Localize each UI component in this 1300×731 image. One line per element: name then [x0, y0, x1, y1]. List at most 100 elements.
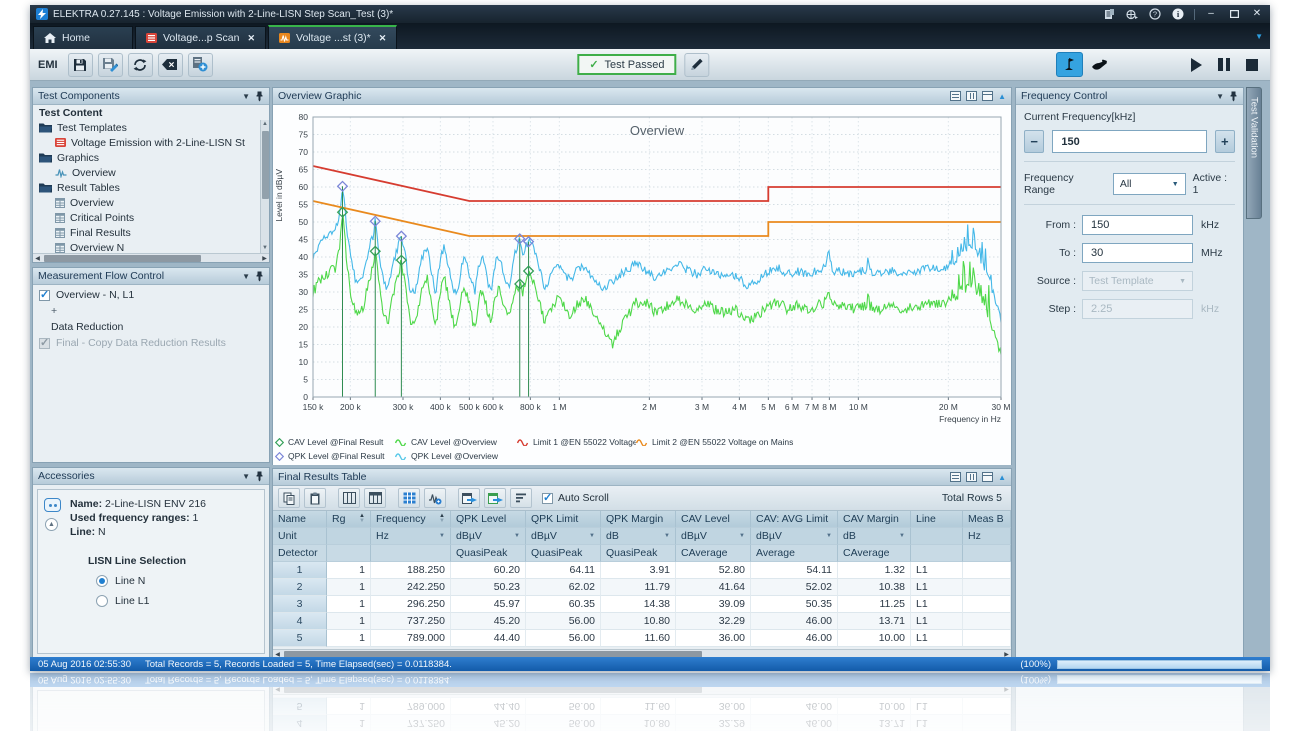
stop-button[interactable]: [1246, 58, 1258, 71]
pin-icon[interactable]: [255, 91, 264, 102]
refresh-button[interactable]: [127, 52, 153, 77]
tab-overflow-icon[interactable]: ▼: [1255, 32, 1263, 41]
table-row[interactable]: 3 1 296.250 45.97 60.35 14.38 39.09 50.35 11.25 L…: [273, 596, 1011, 613]
tree-item-overview[interactable]: Overview: [33, 165, 269, 180]
paste-icon[interactable]: [304, 488, 326, 508]
header-cell[interactable]: Frequency ▲ ▼: [371, 511, 451, 528]
add-report-button[interactable]: [187, 52, 213, 77]
header-cell[interactable]: Name: [273, 511, 327, 528]
tree-item-overview-n[interactable]: Overview N: [33, 240, 269, 253]
header-cell[interactable]: QPK Level: [451, 511, 526, 528]
header-cell[interactable]: CAV: AVG Limit: [751, 511, 838, 528]
header-cell[interactable]: CAV Margin: [838, 511, 911, 528]
pin-icon[interactable]: [1229, 91, 1238, 102]
table-horizontal-scrollbar[interactable]: ◀ ▶: [273, 649, 1011, 658]
manual-mode-button[interactable]: [1086, 52, 1113, 77]
table-row[interactable]: 4 1 737.250 45.20 56.00 10.80 32.29 46.00 13.71 L…: [273, 613, 1011, 630]
tab-test-active[interactable]: Voltage ...st (3)* ✕: [268, 25, 398, 49]
header-cell[interactable]: CAV Level: [676, 511, 751, 528]
header-cell[interactable]: QPK Margin: [601, 511, 676, 528]
collapse-panel-icon[interactable]: ▲: [998, 472, 1006, 482]
test-validation-tab[interactable]: Test Validation: [1246, 87, 1262, 219]
panel-menu-icon[interactable]: ▼: [242, 91, 250, 101]
tree-item-result-tables[interactable]: Result Tables: [33, 180, 269, 195]
overview-chart[interactable]: 0 5 10 15 20 25 30 35 40 45 50 55 60 65 70 75 80 150 k 200…: [273, 105, 1011, 435]
overview-checkbox[interactable]: [39, 288, 50, 301]
collapse-chevron-icon[interactable]: ▲: [45, 518, 58, 531]
radio-icon[interactable]: [96, 575, 108, 587]
edit-verdict-button[interactable]: [684, 52, 710, 77]
sort-icon[interactable]: [510, 488, 532, 508]
info-icon[interactable]: i: [1171, 8, 1185, 20]
tree-item-test-templates[interactable]: Test Templates: [33, 120, 269, 135]
panel-menu-icon[interactable]: ▼: [1216, 91, 1224, 101]
row-settings-icon[interactable]: [364, 488, 386, 508]
tree-item-graphics[interactable]: Graphics: [33, 150, 269, 165]
pin-icon[interactable]: [255, 271, 264, 282]
layout-window-icon[interactable]: [982, 91, 994, 101]
auto-scroll-checkbox[interactable]: [542, 491, 553, 504]
tab-home[interactable]: Home: [33, 26, 133, 49]
export-csv-icon[interactable]: [458, 488, 480, 508]
layout-rows-icon[interactable]: [950, 91, 962, 101]
tab-close-icon[interactable]: ✕: [247, 32, 256, 43]
header-cell[interactable]: Rg ▲ ▼: [327, 511, 371, 528]
maximize-button[interactable]: [1227, 8, 1241, 20]
vertical-scrollbar[interactable]: ▲ ▼: [260, 120, 269, 253]
save-as-button[interactable]: [97, 52, 123, 77]
table-icon: [55, 212, 65, 223]
collapse-panel-icon[interactable]: ▲: [998, 91, 1006, 101]
radio-icon[interactable]: [96, 595, 108, 607]
header-cell[interactable]: Line: [911, 511, 963, 528]
play-button[interactable]: [1191, 57, 1202, 72]
report-icon[interactable]: [1102, 8, 1116, 20]
layout-window-icon[interactable]: [982, 472, 994, 482]
clear-button[interactable]: ✕: [157, 52, 183, 77]
auto-scroll-toggle[interactable]: Auto Scroll: [542, 491, 609, 504]
table-row[interactable]: 5 1 789.000 44.40 56.00 11.60 36.00 46.00 10.00 L…: [273, 630, 1011, 647]
remote-connection-icon[interactable]: [1125, 8, 1139, 20]
current-frequency-input[interactable]: [1052, 130, 1207, 153]
flow-step-data-reduction[interactable]: Data Reduction: [33, 317, 269, 333]
tab-close-icon[interactable]: ✕: [378, 32, 387, 43]
tree-item-voltage-emission-with-2-line-l[interactable]: Voltage Emission with 2-Line-LISN St: [33, 135, 269, 150]
column-settings-icon[interactable]: [338, 488, 360, 508]
panel-menu-icon[interactable]: ▼: [242, 471, 250, 481]
table-row[interactable]: 2 1 242.250 50.23 62.02 11.79 41.64 52.02 10.38 L…: [273, 579, 1011, 596]
chart-area[interactable]: 0 5 10 15 20 25 30 35 40 45 50 55 60 65 70 75 80 150 k 200…: [273, 105, 1011, 435]
to-input[interactable]: [1082, 243, 1193, 263]
layout-columns-icon[interactable]: [966, 472, 978, 482]
tab-scan-template[interactable]: Voltage...p Scan ✕: [135, 26, 267, 49]
panel-menu-icon[interactable]: ▼: [242, 271, 250, 281]
close-button[interactable]: ✕: [1252, 8, 1262, 19]
flow-step-overview[interactable]: Overview - N, L1: [33, 285, 269, 301]
tree-item-final-results[interactable]: Final Results: [33, 225, 269, 240]
table-row[interactable]: 1 1 188.250 60.20 64.11 3.91 52.80 54.11 1.32 L1: [273, 562, 1011, 579]
frequency-decrement-button[interactable]: −: [1024, 130, 1045, 153]
radio-line-n[interactable]: Line N: [96, 575, 258, 587]
layout-rows-icon[interactable]: [950, 472, 962, 482]
tree-item-overview[interactable]: Overview: [33, 195, 269, 210]
graph-cursor-icon[interactable]: [424, 488, 446, 508]
minimize-button[interactable]: –: [1208, 8, 1214, 19]
legend-label: QPK Level @Final Result: [288, 451, 385, 461]
frequency-increment-button[interactable]: +: [1214, 130, 1235, 153]
active-count-label: Active : 1: [1192, 172, 1228, 196]
horizontal-scrollbar[interactable]: ◀ ▶: [33, 253, 269, 262]
interactive-mode-button[interactable]: [1056, 52, 1083, 77]
from-input[interactable]: [1082, 215, 1193, 235]
export-table-icon[interactable]: [484, 488, 506, 508]
pin-icon[interactable]: [255, 471, 264, 482]
help-icon[interactable]: ?: [1148, 8, 1162, 20]
tree-item-critical-points[interactable]: Critical Points: [33, 210, 269, 225]
frequency-range-select[interactable]: All ▼: [1112, 173, 1186, 195]
main-toolbar: EMI ✕ ✓ Test Passed: [30, 49, 1270, 81]
copy-icon[interactable]: [278, 488, 300, 508]
header-cell[interactable]: Meas B: [963, 511, 1011, 528]
radio-line-l1[interactable]: Line L1: [96, 595, 258, 607]
save-button[interactable]: [67, 52, 93, 77]
pause-button[interactable]: [1218, 58, 1230, 71]
header-cell[interactable]: QPK Limit: [526, 511, 601, 528]
layout-columns-icon[interactable]: [966, 91, 978, 101]
grid-view-icon[interactable]: [398, 488, 420, 508]
